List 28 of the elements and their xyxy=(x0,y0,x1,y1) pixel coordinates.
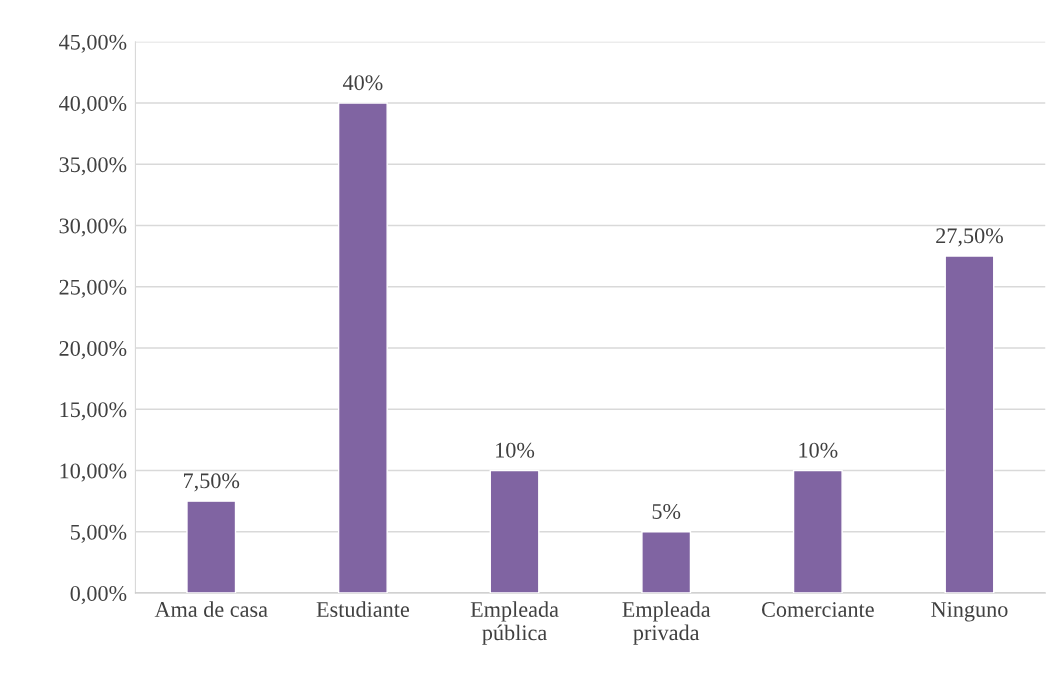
y-tick-label: 20,00% xyxy=(59,340,127,360)
y-tick-label: 15,00% xyxy=(60,402,127,421)
bar xyxy=(186,500,237,594)
x-tick-label: Empleada pública xyxy=(470,601,559,645)
y-tick-label: 35,00% xyxy=(59,157,127,176)
x-tick-label: Comerciante xyxy=(761,602,874,617)
x-tick-label: Ninguno xyxy=(931,602,1008,622)
data-label: 10% xyxy=(799,442,838,458)
data-label: 27,50% xyxy=(936,228,1003,247)
data-label: 40% xyxy=(342,75,383,91)
x-tick-label: Estudiante xyxy=(316,601,410,617)
y-tick-label: 5,00% xyxy=(70,524,127,543)
bar xyxy=(489,469,540,594)
y-tick-label: 10,00% xyxy=(60,463,127,482)
data-label: 10% xyxy=(496,442,535,458)
y-tick-label: 30,00% xyxy=(59,218,127,237)
x-tick-label: Empleada privada xyxy=(622,601,711,645)
bar xyxy=(792,469,843,594)
y-tick-label: 25,00% xyxy=(59,279,127,298)
y-tick-label: 45,00% xyxy=(59,34,127,53)
data-label: 7,50% xyxy=(184,473,240,492)
bar xyxy=(641,531,692,594)
y-tick-label: 0,00% xyxy=(70,585,127,605)
bar xyxy=(337,102,388,594)
x-tick-label: Ama de casa xyxy=(154,601,268,617)
data-label: 5% xyxy=(652,503,681,519)
y-tick-label: 40,00% xyxy=(59,95,127,115)
bar xyxy=(944,255,995,594)
